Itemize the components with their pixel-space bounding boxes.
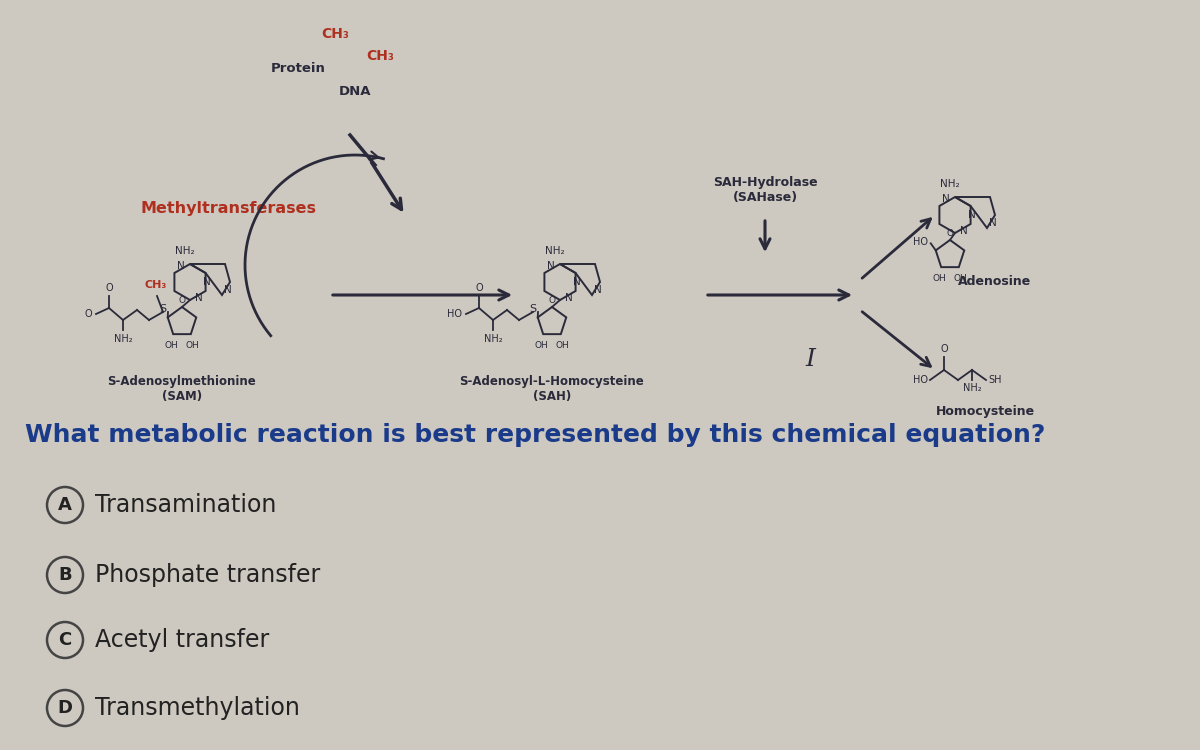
Text: O: O bbox=[947, 229, 954, 238]
Text: CH₃: CH₃ bbox=[322, 27, 349, 41]
Text: O: O bbox=[106, 283, 113, 293]
Text: OH: OH bbox=[556, 341, 570, 350]
Text: Acetyl transfer: Acetyl transfer bbox=[95, 628, 269, 652]
Text: O: O bbox=[84, 309, 92, 319]
Text: N: N bbox=[989, 218, 997, 228]
Text: What metabolic reaction is best represented by this chemical equation?: What metabolic reaction is best represen… bbox=[25, 423, 1045, 447]
Text: N: N bbox=[196, 292, 203, 302]
Text: N: N bbox=[565, 292, 572, 302]
Text: CH₃: CH₃ bbox=[366, 49, 394, 63]
Text: S: S bbox=[529, 304, 536, 314]
Text: A: A bbox=[58, 496, 72, 514]
Text: NH₂: NH₂ bbox=[175, 246, 194, 256]
Text: SAH-Hydrolase
(SAHase): SAH-Hydrolase (SAHase) bbox=[713, 176, 817, 204]
Text: C: C bbox=[59, 631, 72, 649]
Text: N: N bbox=[178, 262, 185, 272]
Text: NH₂: NH₂ bbox=[545, 246, 565, 256]
Text: O: O bbox=[940, 344, 948, 354]
Text: O: O bbox=[179, 296, 186, 305]
Text: OH: OH bbox=[164, 341, 178, 350]
Text: HO: HO bbox=[913, 237, 928, 248]
Text: SH: SH bbox=[988, 375, 1002, 385]
Text: N: N bbox=[224, 285, 232, 295]
Text: NH₂: NH₂ bbox=[114, 334, 132, 344]
Text: N: N bbox=[960, 226, 968, 236]
Text: I: I bbox=[805, 349, 815, 371]
Text: Transmethylation: Transmethylation bbox=[95, 696, 300, 720]
Text: B: B bbox=[58, 566, 72, 584]
Text: O: O bbox=[548, 296, 556, 305]
Text: S-Adenosyl-L-Homocysteine
(SAH): S-Adenosyl-L-Homocysteine (SAH) bbox=[460, 375, 644, 403]
Text: HO: HO bbox=[913, 375, 928, 385]
Text: N: N bbox=[968, 210, 976, 220]
Text: NH₂: NH₂ bbox=[484, 334, 503, 344]
Text: Transamination: Transamination bbox=[95, 493, 276, 517]
Text: HO: HO bbox=[446, 309, 462, 319]
Text: N: N bbox=[942, 194, 950, 205]
Text: Phosphate transfer: Phosphate transfer bbox=[95, 563, 320, 587]
Text: N: N bbox=[594, 285, 602, 295]
Text: OH: OH bbox=[954, 274, 967, 284]
Text: S-Adenosylmethionine
(SAM): S-Adenosylmethionine (SAM) bbox=[108, 375, 257, 403]
Text: NH₂: NH₂ bbox=[962, 383, 982, 393]
Text: S: S bbox=[160, 304, 167, 314]
Text: N: N bbox=[574, 277, 581, 287]
Text: Adenosine: Adenosine bbox=[959, 275, 1032, 288]
Text: DNA: DNA bbox=[338, 85, 371, 98]
Text: Protein: Protein bbox=[270, 62, 325, 75]
Text: N: N bbox=[203, 277, 211, 287]
Text: Homocysteine: Homocysteine bbox=[936, 405, 1034, 418]
Text: NH₂: NH₂ bbox=[940, 179, 960, 189]
Text: CH₃: CH₃ bbox=[145, 280, 167, 290]
Text: OH: OH bbox=[186, 341, 199, 350]
Text: O: O bbox=[475, 283, 482, 293]
Text: Methyltransferases: Methyltransferases bbox=[140, 200, 316, 215]
Text: OH: OH bbox=[932, 274, 946, 284]
Text: OH: OH bbox=[534, 341, 548, 350]
Text: D: D bbox=[58, 699, 72, 717]
Text: N: N bbox=[547, 262, 554, 272]
